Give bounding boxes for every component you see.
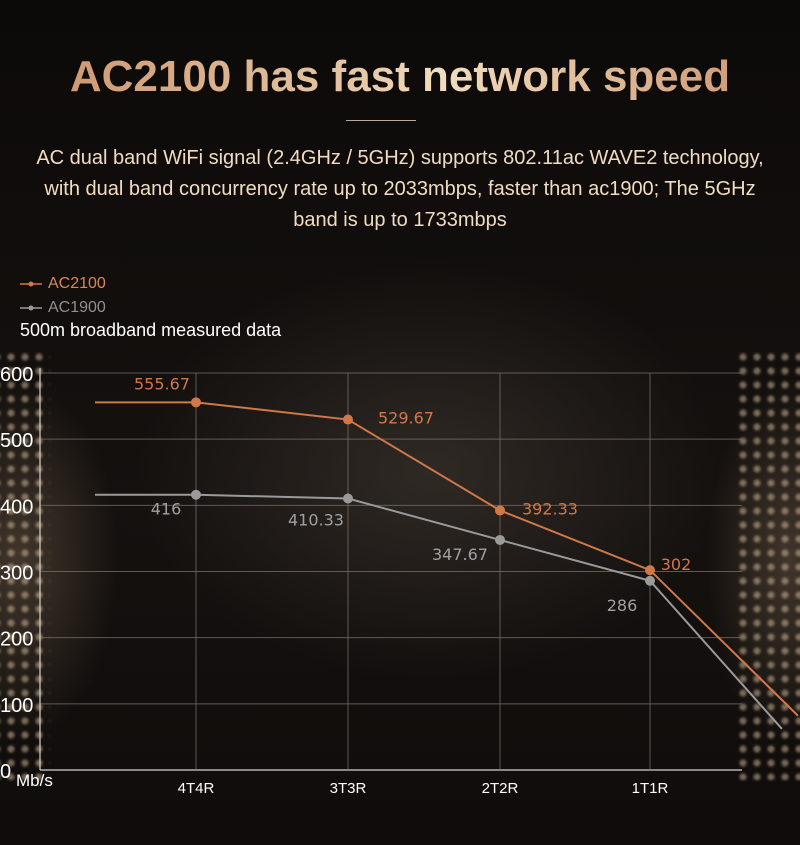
data-point-ac1900	[343, 493, 353, 504]
y-tick-label: 400	[0, 496, 33, 518]
y-tick-label: 200	[0, 629, 33, 651]
decorative-lights-left	[0, 350, 50, 780]
x-tick-label: 4T4R	[178, 780, 215, 797]
chart-legend: AC2100 AC1900	[20, 272, 106, 320]
legend-marker-ac2100	[20, 281, 42, 287]
page-title: AC2100 has fast network speed	[0, 52, 800, 102]
data-label-ac2100: 529.67	[378, 409, 434, 428]
legend-item-ac1900: AC1900	[20, 296, 106, 320]
series-line-ac1900	[95, 493, 783, 730]
data-label-ac2100: 302	[661, 555, 692, 574]
page-subtitle: AC dual band WiFi signal (2.4GHz / 5GHz)…	[36, 147, 764, 231]
data-point-ac1900	[495, 534, 505, 545]
data-label-ac1900: 410.33	[288, 510, 344, 529]
data-point-ac2100	[191, 397, 201, 408]
legend-marker-ac1900	[20, 305, 42, 311]
legend-label-ac2100: AC2100	[48, 275, 106, 292]
title-divider	[346, 120, 416, 121]
data-point-ac2100	[343, 414, 353, 425]
y-tick-label: 600	[0, 364, 33, 386]
data-point-ac2100	[495, 505, 505, 516]
x-tick-label: 1T1R	[632, 780, 669, 797]
chart-note: 500m broadband measured data	[20, 320, 282, 340]
data-point-ac1900	[191, 489, 201, 500]
y-tick-label: 300	[0, 563, 33, 585]
data-point-ac1900	[645, 575, 655, 586]
y-unit-label: Mb/s	[16, 771, 53, 790]
data-label-ac1900: 416	[151, 500, 182, 519]
series-line-ac2100	[95, 401, 799, 717]
y-tick-label: 100	[0, 695, 33, 717]
data-label-ac1900: 347.67	[432, 545, 488, 564]
y-tick-label: 500	[0, 430, 33, 452]
data-label-ac2100: 392.33	[522, 499, 578, 518]
y-tick-label: 0	[0, 761, 11, 783]
x-tick-label: 3T3R	[330, 780, 367, 797]
data-label-ac1900: 286	[607, 596, 638, 615]
data-point-ac2100	[645, 565, 655, 576]
legend-item-ac2100: AC2100	[20, 272, 106, 296]
x-tick-label: 2T2R	[482, 780, 519, 797]
legend-label-ac1900: AC1900	[48, 299, 106, 316]
data-label-ac2100: 555.67	[134, 374, 190, 393]
